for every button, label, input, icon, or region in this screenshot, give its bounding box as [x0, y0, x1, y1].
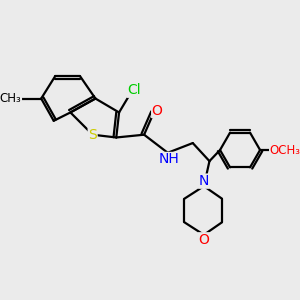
Text: CH₃: CH₃: [0, 92, 22, 105]
Text: O: O: [152, 103, 163, 118]
Text: N: N: [199, 174, 209, 188]
Text: Cl: Cl: [127, 83, 141, 97]
Text: O: O: [199, 233, 209, 247]
Text: NH: NH: [159, 152, 179, 167]
Text: S: S: [88, 128, 97, 142]
Text: OCH₃: OCH₃: [270, 143, 300, 157]
